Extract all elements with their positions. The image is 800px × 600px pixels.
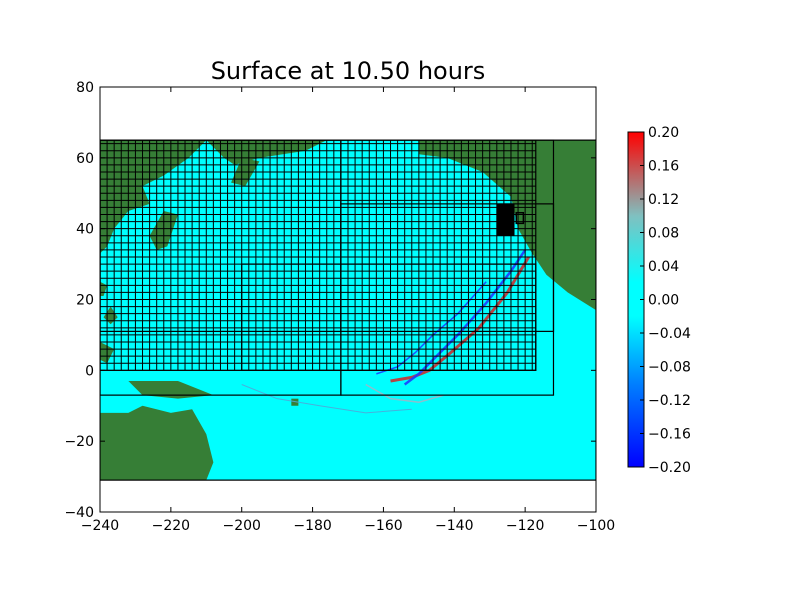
- wave-front-3: [365, 383, 444, 403]
- colorbar: −0.20 −0.16 −0.12 −0.08 −0.04 0.00 0.04 0.08 0.1…: [627, 125, 691, 476]
- land-region-6: [128, 380, 214, 399]
- x-tick-label: −180: [293, 518, 331, 534]
- x-tick-label: −120: [506, 518, 544, 534]
- colorbar-tick-label: 0.04: [648, 259, 679, 275]
- colorbar-tick-label: −0.12: [648, 393, 691, 409]
- y-tick-label: −20: [64, 434, 94, 450]
- colorbar-tick-label: 0.16: [648, 159, 679, 175]
- wave-front-4: [241, 384, 412, 414]
- land-region-0: [100, 140, 207, 254]
- colorbar-tick-label: −0.16: [648, 427, 691, 443]
- land-region-4: [418, 140, 596, 311]
- wave-front-2: [376, 281, 487, 375]
- colorbar-tick-label: −0.20: [648, 460, 691, 476]
- colorbar-tick-label: 0.20: [648, 125, 679, 141]
- land-region-1: [206, 140, 327, 165]
- colorbar-tick-label: 0.08: [648, 226, 679, 242]
- colorbar-tick-label: 0.12: [648, 192, 679, 208]
- x-tick-label: −160: [364, 518, 402, 534]
- y-tick-label: 60: [76, 151, 94, 167]
- gauge-marker: [496, 203, 525, 236]
- refinement-grid-boxes: [100, 139, 596, 481]
- gauge-symbol: [515, 211, 525, 225]
- grid-box-level4-south: [241, 263, 537, 371]
- gauge-block: [496, 203, 515, 236]
- x-tick-label: −240: [81, 518, 119, 534]
- plot-area: [100, 139, 596, 481]
- y-tick-label: 20: [76, 293, 94, 309]
- y-tick-label: 80: [76, 80, 94, 96]
- grid-box-level3-east: [340, 203, 555, 332]
- x-tick-label: −220: [152, 518, 190, 534]
- y-axis-ticks: −40 −20 0 20 40 60 80: [64, 80, 596, 521]
- chart-title: Surface at 10.50 hours: [211, 57, 486, 85]
- colorbar-tick-label: −0.08: [648, 360, 691, 376]
- land-region-10: [291, 398, 299, 406]
- colorbar-tick-label: −0.04: [648, 326, 691, 342]
- colorbar-ticks: −0.20 −0.16 −0.12 −0.08 −0.04 0.00 0.04 0.08 0.1…: [640, 125, 691, 476]
- land-region-5: [100, 405, 214, 481]
- x-tick-label: −200: [222, 518, 260, 534]
- colorbar-tick-label: 0.00: [648, 293, 679, 309]
- land-region-11: [199, 430, 203, 435]
- x-tick-label: −140: [435, 518, 473, 534]
- x-tick-label: −100: [577, 518, 615, 534]
- y-tick-label: 0: [85, 363, 94, 379]
- x-axis-ticks: −240 −220 −200 −180 −160 −140 −120 −100: [81, 87, 615, 534]
- y-tick-label: 40: [76, 222, 94, 238]
- y-tick-label: −40: [64, 505, 94, 521]
